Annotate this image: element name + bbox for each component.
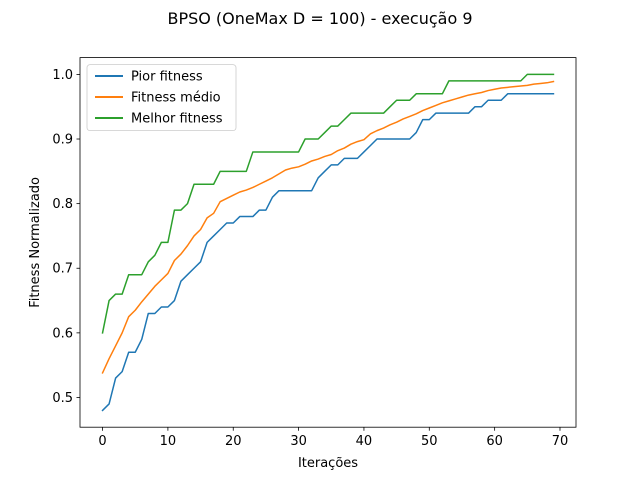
x-tick-label: 40 xyxy=(356,434,373,449)
x-tick-label: 60 xyxy=(486,434,503,449)
legend-label-fitness-medio: Fitness médio xyxy=(131,91,221,106)
legend-label-melhor-fitness: Melhor fitness xyxy=(131,112,223,127)
x-tick-label: 0 xyxy=(98,434,106,449)
legend-label-pior-fitness: Pior fitness xyxy=(131,70,203,85)
chart-title: BPSO (OneMax D = 100) - execução 9 xyxy=(167,9,472,28)
y-tick-label: 0.6 xyxy=(52,326,73,341)
series-line-pior-fitness xyxy=(101,93,555,412)
series-line-fitness-medio xyxy=(101,80,555,374)
series-lines xyxy=(101,73,555,412)
x-tick-label: 50 xyxy=(421,434,438,449)
x-axis-label: Iterações xyxy=(298,456,358,471)
y-tick-label: 0.7 xyxy=(52,262,73,277)
x-tick-label: 20 xyxy=(225,434,242,449)
y-tick-label: 0.9 xyxy=(52,133,73,148)
y-tick-label: 1.0 xyxy=(52,68,73,83)
y-tick-label: 0.5 xyxy=(52,391,73,406)
series-line-melhor-fitness xyxy=(101,73,555,334)
x-tick-label: 10 xyxy=(160,434,177,449)
legend-box xyxy=(86,64,237,131)
x-tick-label: 30 xyxy=(290,434,307,449)
legend: Pior fitness Fitness médio Melhor fitnes… xyxy=(86,64,237,131)
y-axis-label: Fitness Normalizado xyxy=(28,177,43,308)
axis-ticks: 0 10 20 30 40 50 60 70 0.5 0.6 0.7 0.8 0.9 1.0 xyxy=(52,68,568,449)
x-tick-label: 70 xyxy=(552,434,569,449)
y-tick-label: 0.8 xyxy=(52,197,73,212)
plot-frame xyxy=(79,57,577,428)
